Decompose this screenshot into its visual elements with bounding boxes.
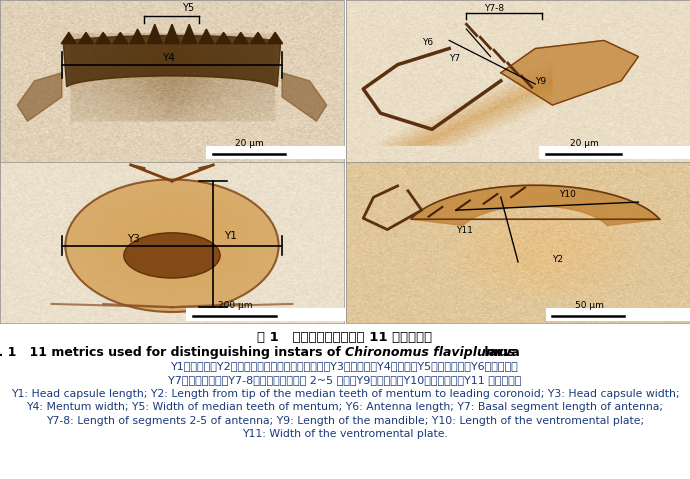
- Text: 50 μm: 50 μm: [575, 301, 604, 309]
- Polygon shape: [282, 73, 327, 121]
- Polygon shape: [96, 33, 111, 44]
- Polygon shape: [233, 33, 248, 44]
- Polygon shape: [411, 185, 660, 226]
- Polygon shape: [268, 33, 283, 44]
- Text: Y9: Y9: [535, 77, 546, 86]
- Text: 200 μm: 200 μm: [218, 301, 253, 309]
- Text: Y6: Y6: [422, 38, 433, 47]
- Polygon shape: [181, 24, 197, 44]
- FancyBboxPatch shape: [206, 146, 351, 159]
- Text: Y4: Mentum width; Y5: Width of median teeth of mentum; Y6: Antenna length; Y7: B: Y4: Mentum width; Y5: Width of median te…: [26, 402, 664, 412]
- Polygon shape: [79, 33, 94, 44]
- Text: Y7-8: Y7-8: [484, 4, 504, 13]
- Polygon shape: [501, 40, 638, 105]
- Text: Y1：头壳长；Y2：颏中齿顶端至冠齿前缘间距离；Y3：头壳宽；Y4：颏宽；Y5：颏中齿宽；Y6：触角长；: Y1：头壳长；Y2：颏中齿顶端至冠齿前缘间距离；Y3：头壳宽；Y4：颏宽；Y5：…: [171, 361, 519, 371]
- Polygon shape: [63, 35, 281, 87]
- Text: Y7-8: Length of segments 2-5 of antenna; Y9: Length of the mandible; Y10: Length: Y7-8: Length of segments 2-5 of antenna;…: [46, 416, 644, 426]
- Polygon shape: [199, 29, 214, 44]
- Text: Y7: Y7: [449, 55, 460, 63]
- Text: Y4: Y4: [161, 54, 175, 63]
- Text: Y1: Y1: [224, 231, 237, 241]
- Polygon shape: [61, 33, 77, 44]
- Polygon shape: [164, 24, 179, 44]
- FancyBboxPatch shape: [546, 308, 690, 321]
- Text: Fig. 1   11 metrics used for distinguishing instars of: Fig. 1 11 metrics used for distinguishin…: [0, 346, 345, 359]
- Text: Y10: Y10: [560, 190, 576, 199]
- Text: Y7：触角基节长；Y7-8：触角除基节以外 2~5 节长；Y9：上颏长；Y10：腹颏板长；Y11 腹颏板宽。: Y7：触角基节长；Y7-8：触角除基节以外 2~5 节长；Y9：上颏长；Y10：…: [168, 375, 522, 385]
- Text: 图 1   黄羽摇蚊幼虫分龄的 11 项测量指标: 图 1 黄羽摇蚊幼虫分龄的 11 项测量指标: [257, 331, 433, 343]
- Text: Y11: Width of the ventromental plate.: Y11: Width of the ventromental plate.: [242, 429, 448, 439]
- Polygon shape: [216, 33, 231, 44]
- Polygon shape: [17, 73, 62, 121]
- Text: larva: larva: [480, 346, 520, 359]
- Polygon shape: [147, 24, 162, 44]
- Ellipse shape: [66, 180, 279, 312]
- FancyBboxPatch shape: [539, 146, 690, 159]
- Polygon shape: [130, 29, 145, 44]
- Ellipse shape: [124, 233, 220, 278]
- Text: Y5: Y5: [182, 3, 195, 13]
- Text: 20 μm: 20 μm: [570, 139, 598, 148]
- Text: Y3: Y3: [127, 235, 140, 244]
- Text: 20 μm: 20 μm: [235, 139, 264, 148]
- Polygon shape: [113, 33, 128, 44]
- FancyBboxPatch shape: [186, 308, 351, 321]
- Text: Y2: Y2: [553, 255, 564, 264]
- Text: Chironomus flaviplumus: Chironomus flaviplumus: [345, 346, 515, 359]
- Polygon shape: [250, 33, 266, 44]
- Text: Y11: Y11: [456, 226, 473, 235]
- Text: Y1: Head capsule length; Y2: Length from tip of the median teeth of mentum to le: Y1: Head capsule length; Y2: Length from…: [11, 389, 679, 399]
